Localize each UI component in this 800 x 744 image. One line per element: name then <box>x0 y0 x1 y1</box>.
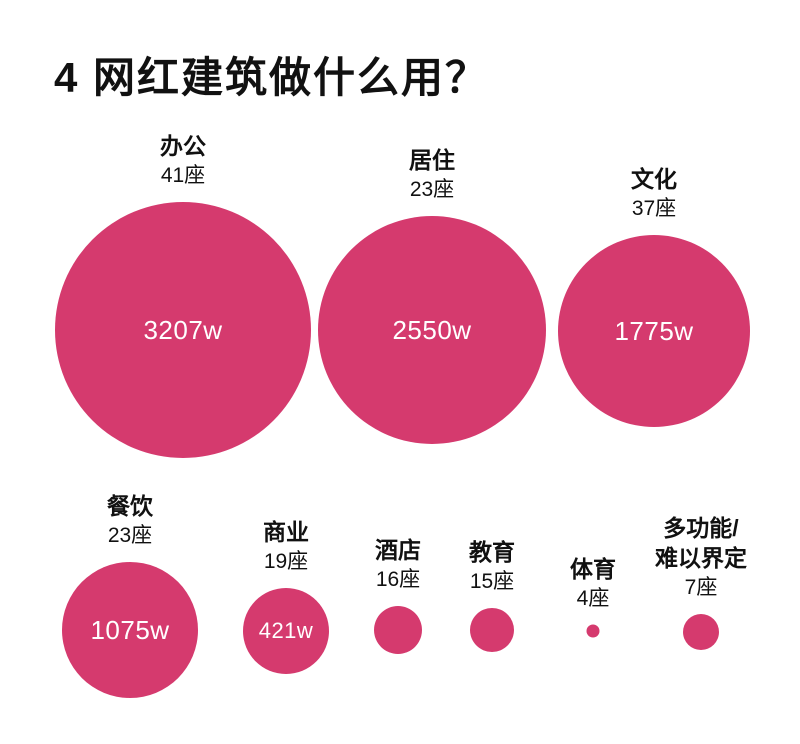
bubble-category-name: 教育 <box>469 539 515 565</box>
bubble-label: 商业 19座 <box>263 517 309 576</box>
bubble-count-label: 41座 <box>160 164 206 187</box>
bubble-value-label: 3207w <box>143 314 223 345</box>
bubble-circle: 3207w <box>55 202 311 458</box>
bubble-circle <box>374 606 422 654</box>
bubble-label: 酒店 16座 <box>375 535 421 594</box>
bubble-value-label: 2550w <box>392 314 472 345</box>
bubble-category-name: 餐饮 <box>107 493 153 519</box>
bubble-category-name: 办公 <box>160 133 206 159</box>
bubble-label: 餐饮 23座 <box>107 491 153 550</box>
bubble-label: 办公 41座 <box>160 131 206 190</box>
bubble-label: 文化 37座 <box>631 164 677 223</box>
bubble-category-name: 商业 <box>263 519 309 545</box>
bubble-category-name: 难以界定 <box>655 545 747 571</box>
bubble-category-name: 文化 <box>631 166 677 192</box>
bubble-label: 多功能/难以界定 7座 <box>655 513 747 602</box>
bubble-circle: 421w <box>243 588 329 674</box>
bubble-value-label: 1075w <box>90 614 170 645</box>
bubble-count-label: 4座 <box>576 586 610 610</box>
bubble-count-label: 37座 <box>631 197 677 220</box>
bubble-count-label: 23座 <box>107 524 153 547</box>
bubble-value-label: 421w <box>258 618 314 643</box>
bubble-count-label: 16座 <box>375 568 421 591</box>
bubble-circle <box>683 614 719 650</box>
bubble-circle <box>470 608 514 652</box>
bubble-count-label: 19座 <box>263 550 309 573</box>
bubble-count-label: 15座 <box>469 570 515 593</box>
bubble-circle <box>586 624 600 638</box>
bubble-circle: 2550w <box>318 216 546 444</box>
bubble-label: 教育 15座 <box>469 537 515 596</box>
chart-title: 4 网红建筑做什么用？ <box>54 54 490 101</box>
bubble-category-name: 多功能/ <box>663 515 739 541</box>
bubble-count-label: 7座 <box>684 576 718 599</box>
bubble-label: 体育 4座 <box>570 554 616 613</box>
bubble-count-label: 23座 <box>409 178 455 201</box>
bubble-circle: 1075w <box>62 562 198 698</box>
bubble-category-name: 居住 <box>409 147 455 173</box>
bubble-category-name: 体育 <box>570 555 616 582</box>
bubble-value-label: 1775w <box>614 315 694 346</box>
bubble-label: 居住 23座 <box>409 145 455 204</box>
bubble-circle: 1775w <box>558 235 750 427</box>
bubble-category-name: 酒店 <box>375 537 421 563</box>
